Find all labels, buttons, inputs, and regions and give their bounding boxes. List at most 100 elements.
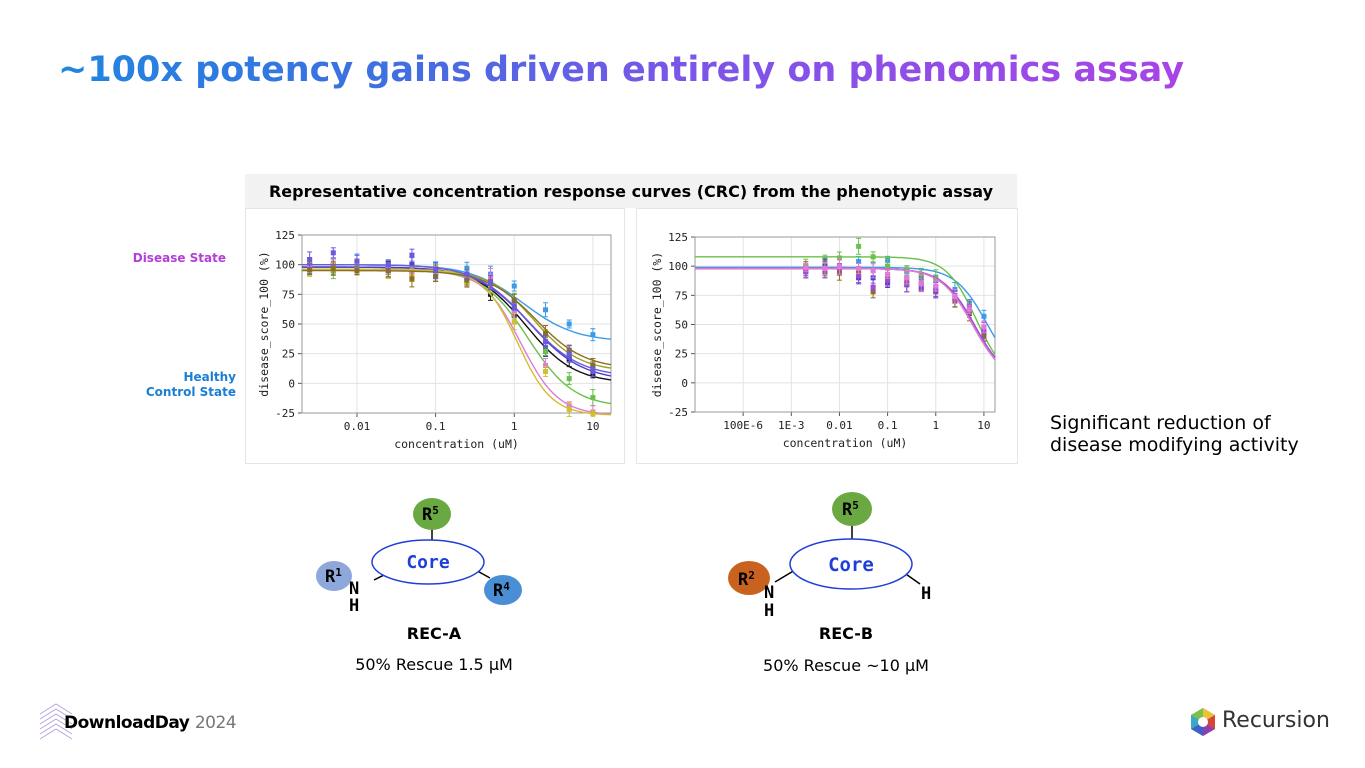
series-5-point <box>885 271 891 277</box>
rec-a-rescue: 50% Rescue 1.5 µM <box>355 655 513 674</box>
x-tick-label: 100E-6 <box>723 419 763 432</box>
x-tick-label: 0.1 <box>878 419 898 432</box>
y-axis-label: disease_score_100 (%) <box>257 251 271 396</box>
note-text: Significant reduction of disease modifyi… <box>1050 412 1299 456</box>
x-tick-label: 1E-3 <box>778 419 805 432</box>
series-8-point <box>590 368 596 374</box>
crc-chart-rec-a: 125 100 75 50 25 0 -25 0.01 0.1 1 10 concentration … <box>257 229 612 451</box>
y-tick-label: 25 <box>282 348 295 361</box>
series-1-point <box>870 254 876 260</box>
series-5-point <box>511 309 517 315</box>
footer-company: Recursion <box>1222 708 1330 733</box>
recursion-hex-icon <box>1191 708 1215 736</box>
footer-brand-text: DownloadDay 2024 <box>64 713 237 733</box>
slide-title: ~100x potency gains driven entirely on p… <box>58 50 1185 90</box>
plot-area <box>695 237 995 360</box>
series-8-curve <box>302 264 611 374</box>
series-3-curve <box>695 267 995 360</box>
x-tick-label: 1 <box>932 419 939 432</box>
series-2-curve <box>302 266 611 377</box>
plot-area <box>302 247 611 417</box>
series-0-curve <box>302 264 611 340</box>
disease-state-label: Disease State <box>120 251 226 266</box>
rec-b-rescue: 50% Rescue ~10 µM <box>763 656 929 675</box>
series-5-point <box>870 268 876 274</box>
rec-b-r5: R5 <box>842 499 859 520</box>
downloadday-icon <box>39 703 73 740</box>
series-5-point <box>856 266 862 271</box>
series-7-curve <box>302 269 611 366</box>
rec-a-core: Core <box>406 552 450 573</box>
series-1-curve <box>695 256 995 355</box>
series-5-point <box>543 363 549 369</box>
footer-year: 2024 <box>194 713 237 733</box>
y-tick-label: 50 <box>675 319 688 332</box>
series-6-point <box>566 406 572 412</box>
series-4-point <box>590 395 596 401</box>
rec-a-structure: Core R5 R1 R4 N H <box>316 498 522 616</box>
series-8-point <box>330 250 336 256</box>
plot-frame <box>694 236 996 413</box>
y-tick-label: 25 <box>675 348 688 361</box>
series-5-point <box>952 294 958 299</box>
note-line1: Significant reduction of <box>1050 412 1271 434</box>
series-8-point <box>354 258 360 264</box>
healthy-control-label: Healthy Control State <box>120 370 236 400</box>
x-tick-label: 0.01 <box>826 419 853 432</box>
series-4-point <box>566 376 572 382</box>
series-5-point <box>803 264 809 270</box>
y-tick-label: 125 <box>275 229 295 242</box>
rec-a-name: REC-A <box>406 624 462 643</box>
x-tick-label: 0.01 <box>344 420 371 433</box>
series-8-point <box>307 257 313 263</box>
series-5-point <box>966 306 972 312</box>
series-7-point <box>409 276 415 282</box>
series-7-point <box>385 268 391 274</box>
series-4-point <box>856 273 862 278</box>
downloadday-logo: DownloadDay 2024 <box>38 700 238 744</box>
series-8-point <box>433 268 439 274</box>
rec-b-h-right: H <box>921 584 931 604</box>
series-5-point <box>981 324 987 330</box>
series-1-point <box>918 271 924 277</box>
series-8-point <box>543 339 549 345</box>
series-8-point <box>488 279 494 285</box>
crc-chart-rec-b: 125 100 75 50 25 0 -25 100E-6 1E-3 0.01 0.1 1 10 conc… <box>650 231 996 450</box>
rec-a-r1: R1 <box>325 566 342 587</box>
rec-b-name: REC-B <box>818 624 874 643</box>
x-tick-label: 1 <box>511 420 518 433</box>
healthy-line2: Control State <box>145 385 236 399</box>
y-tick-label: 75 <box>282 288 295 301</box>
x-tick-label: 0.1 <box>426 420 446 433</box>
recursion-logo: Recursion <box>1188 706 1330 738</box>
series-5-point <box>933 283 939 289</box>
healthy-line1: Healthy <box>183 370 237 384</box>
series-7-point <box>543 330 549 336</box>
series-8-point <box>511 303 517 309</box>
series-7-point <box>307 266 313 272</box>
series-8-point <box>385 262 391 268</box>
series-8-point <box>409 252 415 258</box>
series-6-point <box>543 368 549 374</box>
series-0-point <box>590 332 596 338</box>
y-tick-label: -25 <box>275 407 295 420</box>
note-line2: disease modifying activity <box>1050 434 1299 456</box>
series-2-curve <box>695 267 995 360</box>
series-0-point <box>511 283 517 289</box>
chart-header: Representative concentration response cu… <box>245 174 1017 208</box>
molecule-rec-a: Core R5 R1 R4 N H <box>300 490 560 620</box>
x-axis-label: concentration (uM) <box>394 437 519 451</box>
series-5-curve <box>302 268 611 415</box>
series-5-point <box>918 281 924 287</box>
y-tick-label: -25 <box>668 406 688 419</box>
molecule-rec-b: Core R5 R2 N H H <box>715 488 975 622</box>
series-4-curve <box>695 267 995 358</box>
series-5-point <box>822 266 828 271</box>
chart-panel-left: 125 100 75 50 25 0 -25 0.01 0.1 1 10 concentration … <box>245 208 625 464</box>
series-8-point <box>464 271 470 277</box>
series-0-point <box>856 259 862 264</box>
x-tick-label: 10 <box>586 420 599 433</box>
series-5-point <box>904 275 910 281</box>
y-tick-label: 0 <box>288 377 295 390</box>
y-axis-label: disease_score_100 (%) <box>650 252 664 397</box>
